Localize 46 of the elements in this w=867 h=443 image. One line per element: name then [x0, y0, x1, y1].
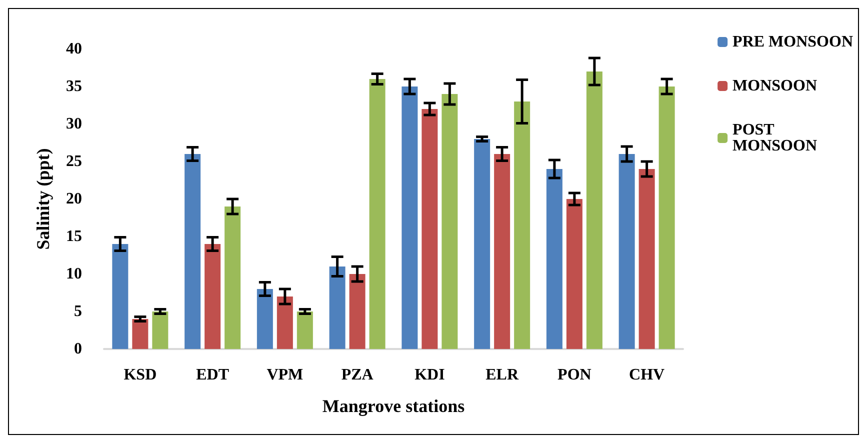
y-tick-label: 30 [66, 116, 82, 132]
y-tick-label: 40 [66, 40, 82, 58]
x-tick-label: PZA [341, 366, 374, 384]
y-tick-label: 15 [66, 228, 82, 245]
bar [658, 86, 675, 349]
bar [369, 79, 386, 349]
bar [618, 154, 635, 349]
bar [276, 296, 293, 349]
y-tick-label: 35 [66, 78, 82, 95]
bar [204, 244, 221, 349]
bar [638, 169, 655, 349]
bar [402, 86, 418, 349]
bar [546, 169, 562, 349]
bar [422, 109, 438, 349]
bar [132, 319, 148, 349]
bar [586, 72, 602, 349]
x-tick-label: KSD [124, 366, 157, 384]
y-axis-title: Salinity (ppt) [33, 148, 53, 250]
x-tick-label: EDT [196, 366, 230, 384]
bar [296, 312, 313, 349]
y-tick-label: 25 [66, 153, 82, 170]
x-tick-label: KDI [414, 366, 445, 384]
bar [514, 102, 530, 349]
bar [256, 289, 273, 349]
bar [112, 244, 128, 349]
x-tick-label: VPM [266, 366, 304, 384]
y-tick-label: 10 [66, 266, 82, 282]
bar [349, 274, 366, 349]
bar [184, 154, 201, 349]
legend-label: MONSOON [732, 78, 818, 94]
bar [566, 199, 582, 349]
bar [494, 154, 510, 349]
y-tick-label: 20 [66, 190, 82, 208]
bar [329, 266, 346, 349]
bar [224, 206, 241, 349]
y-tick-label: 0 [74, 340, 82, 358]
x-tick-label: PON [558, 366, 592, 384]
bar [442, 94, 458, 349]
x-tick-label: CHV [629, 366, 666, 384]
y-tick-label: 5 [74, 303, 82, 320]
x-tick-label: ELR [486, 366, 519, 384]
legend-label: POST MONSOON [732, 122, 818, 154]
bar [152, 312, 168, 349]
x-axis-title: Mangrove stations [322, 396, 465, 416]
bar [474, 139, 490, 349]
legend-label: PRE MONSOON [732, 34, 854, 50]
